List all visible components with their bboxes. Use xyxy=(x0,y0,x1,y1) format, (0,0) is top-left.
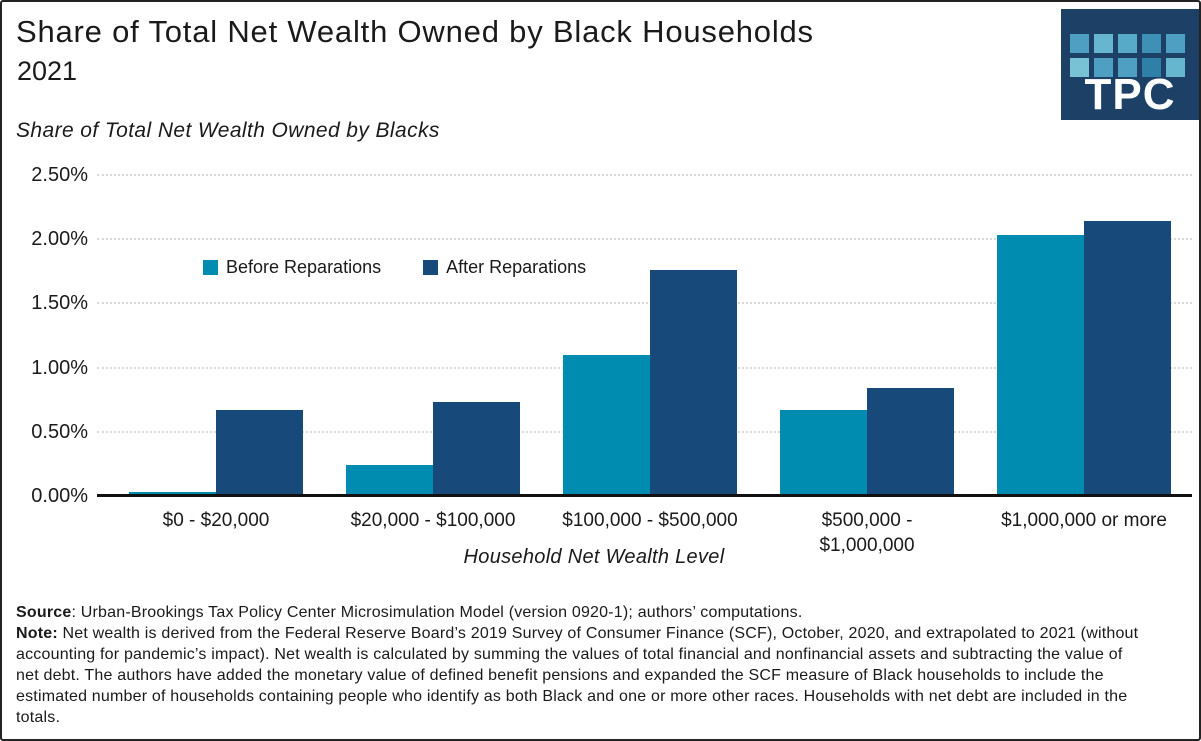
source-line: Source: Urban-Brookings Tax Policy Cente… xyxy=(16,602,1141,623)
logo-square-8 xyxy=(1142,58,1161,77)
footnotes: Source: Urban-Brookings Tax Policy Cente… xyxy=(16,602,1141,728)
bar-before-1 xyxy=(346,465,433,496)
gridline-2.00% xyxy=(97,238,1192,241)
y-tick-label: 2.50% xyxy=(31,164,88,186)
x-axis-label-3: $500,000 - $1,000,000 xyxy=(819,510,915,557)
x-axis-title: Household Net Wealth Level xyxy=(463,546,725,568)
bar-after-1 xyxy=(433,402,520,496)
x-axis-label-0: $0 - $20,000 xyxy=(162,510,270,531)
y-tick-label: 0.50% xyxy=(31,420,88,443)
y-tick-label: 2.00% xyxy=(31,228,88,251)
logo-square-6 xyxy=(1094,58,1113,77)
y-tick-label: 1.00% xyxy=(31,356,88,379)
legend-label-after: After Reparations xyxy=(446,257,587,277)
chart-title: Share of Total Net Wealth Owned by Black… xyxy=(16,14,814,49)
note-text: Net wealth is derived from the Federal R… xyxy=(16,625,1139,726)
logo-grid-icon xyxy=(1070,34,1185,77)
logo-square-7 xyxy=(1118,58,1137,77)
note-line: Note: Net wealth is derived from the Fed… xyxy=(16,623,1141,728)
x-axis-line xyxy=(97,494,1192,497)
logo-square-5 xyxy=(1070,58,1089,77)
bar-before-4 xyxy=(997,235,1084,496)
x-axis-label-1: $20,000 - $100,000 xyxy=(350,510,516,531)
note-label: Note: xyxy=(16,625,58,642)
legend-swatch-before-icon xyxy=(203,260,218,275)
bar-after-4 xyxy=(1084,221,1171,496)
bar-after-3 xyxy=(867,388,954,496)
y-axis-title: Share of Total Net Wealth Owned by Black… xyxy=(16,119,440,142)
source-label: Source xyxy=(16,604,72,621)
tpc-logo: TPC xyxy=(1061,9,1199,120)
bar-before-3 xyxy=(780,409,867,496)
legend: Before Reparations After Reparations xyxy=(203,257,586,278)
logo-square-4 xyxy=(1166,34,1185,53)
bar-after-0 xyxy=(216,409,303,496)
legend-item-before: Before Reparations xyxy=(203,257,381,278)
source-text: : Urban-Brookings Tax Policy Center Micr… xyxy=(71,604,803,621)
logo-square-9 xyxy=(1166,58,1185,77)
y-tick-label: 1.50% xyxy=(31,292,88,315)
legend-swatch-after-icon xyxy=(423,260,439,275)
logo-square-1 xyxy=(1094,34,1113,53)
chart-year: 2021 xyxy=(17,56,78,86)
x-axis-label-2: $100,000 - $500,000 xyxy=(562,510,738,531)
x-axis-label-4: $1,000,000 or more xyxy=(1001,510,1167,531)
legend-label-before: Before Reparations xyxy=(226,257,382,277)
logo-square-0 xyxy=(1070,34,1089,53)
logo-text: TPC xyxy=(1084,70,1176,119)
bar-after-2 xyxy=(650,270,737,496)
gridline-1.50% xyxy=(97,302,1192,305)
logo-square-3 xyxy=(1142,34,1161,53)
bar-before-2 xyxy=(563,354,650,496)
legend-item-after: After Reparations xyxy=(423,257,586,278)
gridline-2.50% xyxy=(97,174,1192,176)
y-tick-label: 0.00% xyxy=(31,485,88,507)
logo-square-2 xyxy=(1118,34,1137,53)
